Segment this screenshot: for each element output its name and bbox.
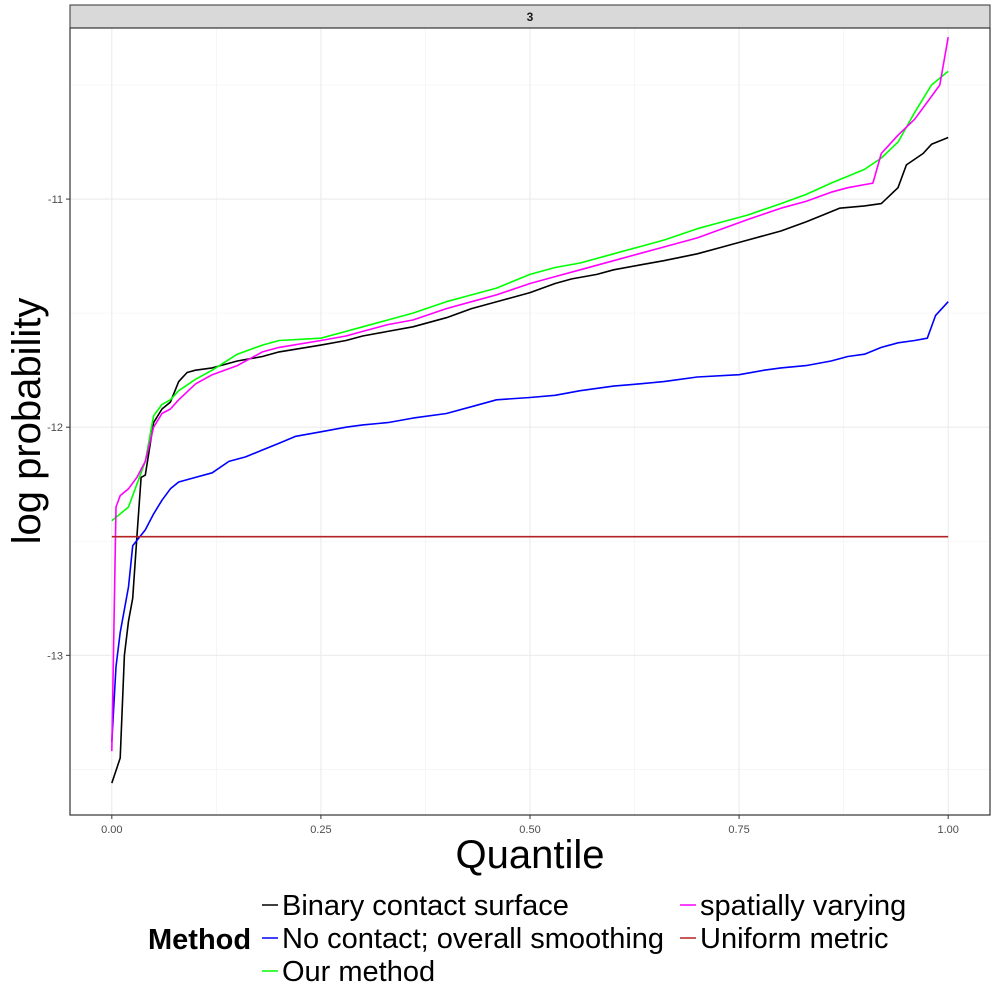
x-tick-label: 0.25 [310,824,331,836]
x-tick-label: 0.50 [519,824,540,836]
series-line-our-method [111,70,949,522]
facet-label: 3 [527,10,534,24]
x-tick-label: 1.00 [937,824,958,836]
legend-label-uniform-metric: Uniform metric [700,923,889,955]
legend-label-our-method: Our method [282,956,435,988]
legend-title: Method [148,924,251,956]
series-line-no-contact-overall-smoothing [111,301,949,743]
legend-label-binary-contact-surface: Binary contact surface [282,890,569,922]
series-layer [111,36,949,784]
y-tick-label: -13 [47,650,63,662]
series-line-spatially-varying [111,36,949,752]
x-axis-title: Quantile [456,833,605,877]
grid-major [70,28,990,815]
plot-panel [69,27,991,816]
y-axis-title: log probability [5,298,49,545]
y-tick-label: -12 [47,422,63,434]
x-tick-label: 0.00 [101,824,122,836]
legend-label-no-contact-overall-smoothing: No contact; overall smoothing [282,923,664,955]
legend: Method Binary contact surface No contact… [148,890,906,988]
y-axis-ticks: -13 -12 -11 [47,194,70,662]
x-axis-ticks: 0.00 0.25 0.50 0.75 1.00 [101,815,959,836]
x-tick-label: 0.75 [728,824,749,836]
y-tick-label: -11 [48,194,63,206]
legend-label-spatially-varying: spatially varying [700,890,906,922]
